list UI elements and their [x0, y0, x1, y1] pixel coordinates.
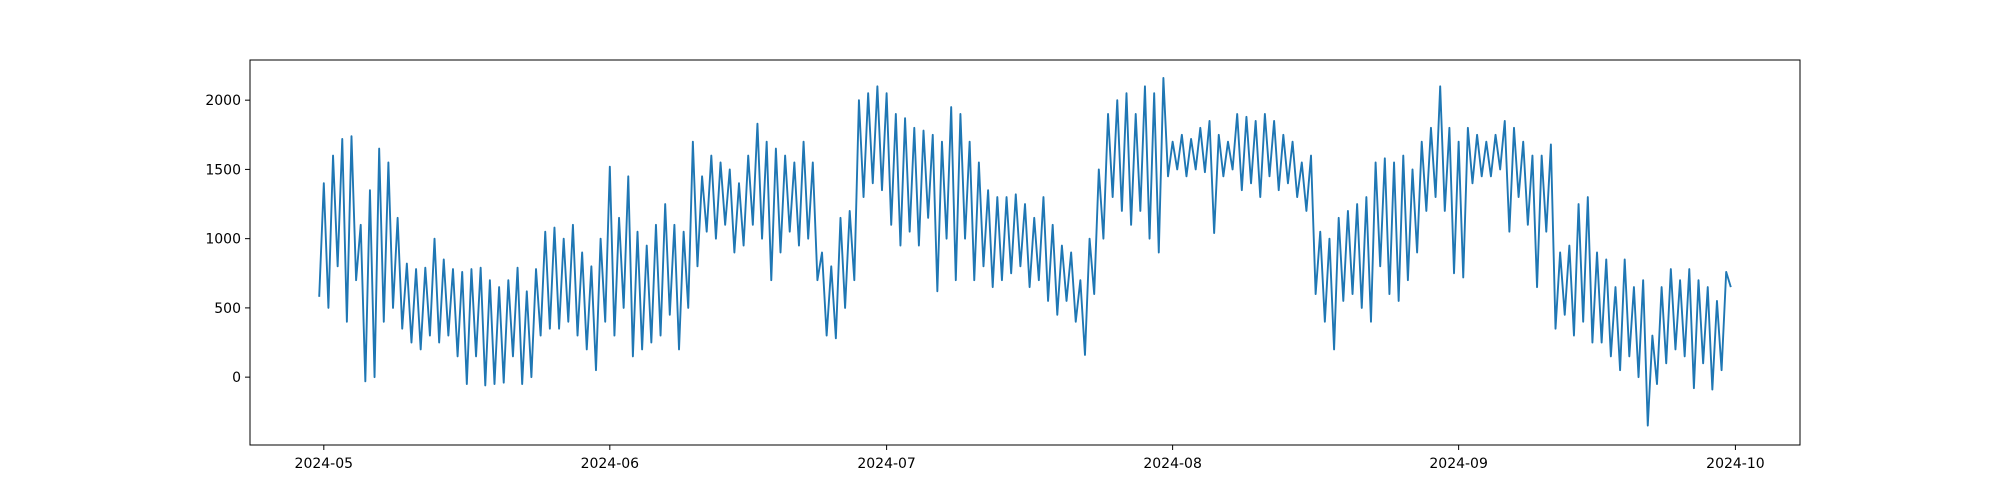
x-tick-label: 2024-08	[1143, 456, 1202, 472]
y-tick-label: 0	[232, 370, 241, 386]
x-tick-label: 2024-06	[581, 456, 640, 472]
x-tick-label: 2024-10	[1706, 456, 1765, 472]
data-line	[318, 77, 1732, 427]
y-tick-label: 500	[214, 301, 241, 317]
x-tick-label: 2024-09	[1429, 456, 1488, 472]
y-tick-label: 1500	[205, 162, 241, 178]
y-tick-label: 1000	[205, 232, 241, 248]
plot-frame	[249, 59, 1801, 446]
y-tick-label: 2000	[205, 93, 241, 109]
x-tick-label: 2024-07	[857, 456, 916, 472]
x-tick-label: 2024-05	[295, 456, 354, 472]
